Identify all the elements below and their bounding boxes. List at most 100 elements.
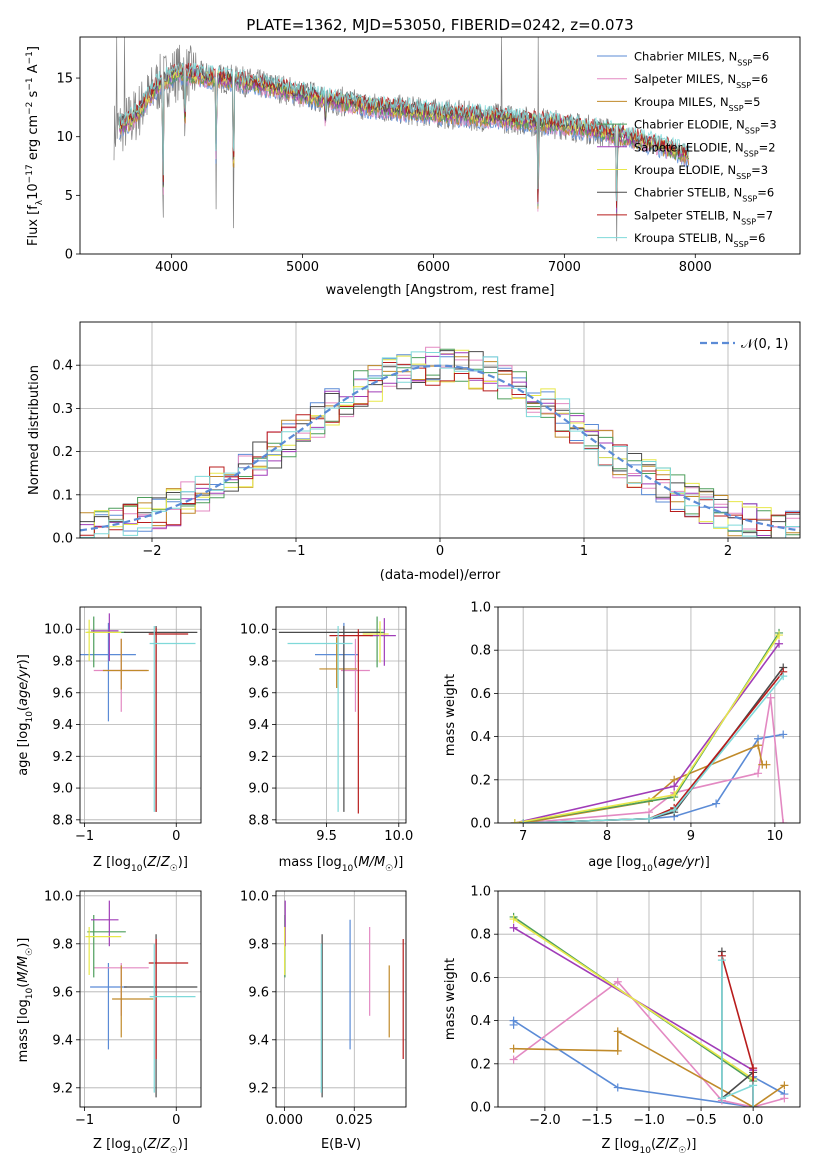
y-tick-label: 0.6: [470, 687, 491, 702]
label-part: ☉: [678, 1146, 686, 1156]
label-part: 10: [25, 987, 35, 999]
y-tick-label: 0.2: [470, 773, 491, 788]
weight-marker: [509, 1016, 518, 1025]
legend-entry-2: Kroupa MILES, NSSP=5: [634, 95, 760, 113]
label-part: erg cm: [26, 115, 41, 164]
weight-line-3: [514, 632, 780, 823]
y-tick-label: 9.4: [248, 718, 269, 733]
y-tick-label: 10.0: [44, 623, 73, 638]
y-tick-label: 0.1: [52, 488, 73, 503]
y-tick-label: 9.0: [248, 782, 269, 797]
label-part: (: [142, 855, 147, 870]
x-tick-label: 0.025: [336, 1113, 373, 1128]
y-tick-label: 10.0: [44, 889, 73, 904]
legend-text: Chabrier MILES, N: [634, 50, 737, 64]
x-tick-label: 10: [767, 829, 784, 844]
y-tick-label: 10.0: [240, 889, 269, 904]
x-tick-label: −0.5: [685, 1113, 717, 1128]
y-tick-label: 15: [56, 72, 73, 87]
legend-entry-4: Salpeter ELODIE, NSSP=2: [634, 140, 776, 158]
x-tick-label: 0: [172, 1113, 180, 1128]
y-tick-label: 9.8: [52, 937, 73, 952]
weight-marker: [749, 1103, 758, 1107]
weight-marker: [712, 799, 721, 808]
x-tick-label: 10.0: [384, 829, 413, 844]
y-tick-label: 9.4: [248, 1033, 269, 1048]
label-part: mass [log: [279, 855, 342, 870]
label-part: age/yr: [16, 663, 31, 706]
weight_vs_Z-plot-area: [498, 891, 800, 1107]
label-part: Z [log: [93, 855, 131, 870]
label-part: 10: [131, 864, 143, 874]
model-spectrum-8: [118, 62, 690, 202]
weight-line-7: [721, 955, 754, 1107]
legend-value: =5: [744, 95, 761, 109]
x-tick-label: −1: [75, 1113, 94, 1128]
legend-text: Kroupa MILES, N: [634, 95, 729, 109]
legend-value: =6: [749, 231, 766, 245]
label-part: ☉: [385, 864, 393, 874]
residuals-axes: [79, 321, 801, 539]
label-part: A: [26, 64, 41, 77]
x-tick-label: −1.0: [633, 1113, 665, 1128]
mass-vs-Z-xlabel: Z [log10(Z/Z☉)]: [93, 1137, 188, 1156]
legend-value: =2: [759, 140, 776, 154]
y-tick-label: 1.0: [470, 885, 491, 900]
y-tick-label: 0.4: [52, 359, 73, 374]
x-tick-label: 0: [436, 544, 444, 559]
label-part: )]: [393, 855, 403, 870]
legend-sub: SSP: [745, 126, 760, 135]
legend-sub: SSP: [744, 149, 759, 158]
weight-marker: [762, 760, 771, 769]
age-vs-Z-ylabel: age [log10(age/yr)]: [16, 654, 35, 776]
age_vs_mass-plot-area: [276, 607, 406, 823]
weight-vs-age-ylabel: mass weight: [443, 674, 458, 756]
gaussian-curve: [80, 364, 800, 532]
weight_vs_age-axes: [497, 606, 801, 824]
weight-marker: [645, 814, 653, 823]
age_vs_Z-axes: [79, 606, 202, 824]
y-tick-label: 9.8: [248, 655, 269, 670]
weight-marker: [775, 639, 784, 648]
label-part: Z: [668, 1137, 679, 1152]
y-tick-label: 5: [65, 189, 73, 204]
y-tick-label: 0.8: [470, 644, 491, 659]
x-tick-label: 8: [603, 829, 611, 844]
y-tick-label: 9.2: [52, 750, 73, 765]
legend-value: =6: [752, 50, 769, 64]
label-part: mass [log: [16, 999, 31, 1062]
spectrum-xlabel: wavelength [Angstrom, rest frame]: [326, 283, 555, 298]
y-tick-label: 9.0: [52, 782, 73, 797]
x-tick-label: 6000: [417, 260, 450, 275]
label-part: ☉: [25, 948, 35, 956]
y-tick-label: 0.4: [470, 1014, 491, 1029]
label-part: (: [651, 1137, 656, 1152]
mass_vs_Z-plot-area: [80, 891, 201, 1107]
x-tick-label: −1.5: [581, 1113, 613, 1128]
label-part: 10: [342, 864, 354, 874]
y-tick-label: 10: [56, 130, 73, 145]
label-part: Z: [160, 855, 171, 870]
x-tick-label: 2: [724, 544, 732, 559]
weight-marker: [749, 1081, 758, 1090]
model-spectrum-3: [118, 69, 690, 208]
legend-text: Kroupa STELIB, N: [634, 231, 734, 245]
weight-line-8: [721, 960, 754, 1107]
label-part: −1: [25, 77, 35, 90]
legend-value: =7: [756, 208, 773, 222]
y-tick-label: 9.4: [52, 1033, 73, 1048]
y-tick-label: 0.8: [470, 928, 491, 943]
age-vs-Z-xlabel: Z [log10(Z/Z☉)]: [93, 855, 188, 874]
weight-line-8: [523, 675, 784, 823]
label-part: M/M: [358, 855, 385, 870]
weight-marker: [519, 819, 528, 823]
y-tick-label: 0.0: [52, 532, 73, 547]
weight_vs_Z-axes: [497, 890, 801, 1108]
model-spectrum-1: [119, 70, 690, 212]
y-tick-label: 0.6: [470, 971, 491, 986]
weight-marker: [717, 956, 726, 965]
label-part: )]: [16, 938, 31, 948]
y-tick-label: 8.8: [248, 813, 269, 828]
legend-text: Kroupa ELODIE, N: [634, 163, 736, 177]
